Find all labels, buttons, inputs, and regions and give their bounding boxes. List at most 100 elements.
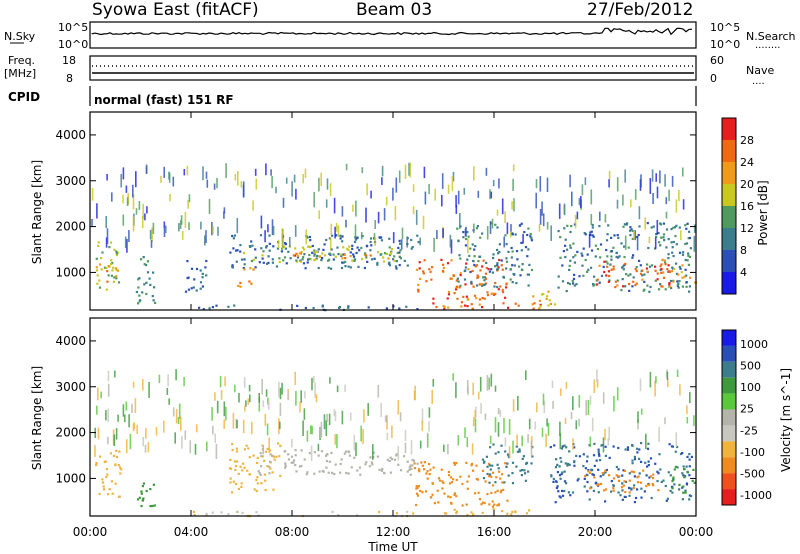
data-cell: [366, 260, 369, 263]
data-cell: [387, 257, 390, 260]
data-cell: [662, 479, 665, 482]
power-ylabel: Slant Range [km]: [30, 160, 44, 264]
data-cell: [568, 463, 571, 466]
data-cell: [635, 282, 638, 285]
data-cell: [277, 239, 280, 249]
data-cell: [302, 420, 304, 437]
data-cell: [610, 490, 613, 493]
data-cell: [639, 481, 643, 484]
data-cell: [168, 172, 171, 183]
data-cell: [272, 488, 275, 491]
data-cell: [202, 166, 204, 181]
data-cell: [455, 205, 458, 214]
data-cell: [512, 164, 515, 172]
data-cell: [656, 186, 659, 199]
data-cell: [311, 425, 313, 435]
data-cell: [648, 290, 651, 293]
data-cell: [432, 378, 435, 387]
data-cell: [589, 395, 592, 405]
data-cell: [292, 461, 295, 464]
data-cell: [685, 285, 688, 288]
data-cell: [530, 462, 533, 465]
data-cell: [419, 277, 422, 280]
data-cell: [488, 270, 491, 273]
data-cell: [528, 418, 531, 430]
data-cell: [460, 301, 463, 304]
data-cell: [294, 378, 297, 386]
data-cell: [392, 232, 395, 244]
data-cell: [520, 474, 523, 477]
data-cell: [145, 292, 148, 296]
data-cell: [618, 255, 621, 258]
data-cell: [629, 234, 632, 237]
data-cell: [417, 288, 420, 291]
data-cell: [497, 503, 500, 506]
data-cell: [629, 273, 632, 276]
data-cell: [353, 456, 356, 459]
data-cell: [553, 303, 557, 306]
data-cell: [311, 377, 313, 391]
data-cell: [225, 163, 227, 178]
data-cell: [420, 461, 423, 464]
data-cell: [688, 474, 691, 477]
data-cell: [478, 498, 482, 501]
data-cell: [270, 169, 272, 176]
data-cell: [195, 289, 198, 292]
data-cell: [367, 306, 370, 309]
data-cell: [340, 253, 343, 256]
data-cell: [691, 479, 694, 482]
data-cell: [115, 268, 118, 271]
data-cell: [385, 196, 388, 206]
data-cell: [105, 288, 108, 291]
data-cell: [543, 400, 546, 414]
colorbar-tick: -25: [740, 424, 758, 437]
data-cell: [620, 242, 623, 245]
data-cell: [593, 379, 596, 394]
data-cell: [406, 470, 409, 473]
data-cell: [343, 452, 346, 455]
data-cell: [548, 299, 551, 302]
data-cell: [640, 174, 642, 188]
data-cell: [456, 297, 459, 300]
data-cell: [688, 285, 691, 288]
data-cell: [298, 465, 302, 468]
data-cell: [683, 476, 686, 479]
data-cell: [593, 275, 596, 278]
data-cell: [604, 445, 607, 448]
x-tick-label: 08:00: [275, 525, 310, 539]
data-cell: [373, 233, 376, 241]
data-cell: [583, 232, 586, 235]
data-cell: [542, 293, 545, 296]
data-cell: [217, 226, 219, 236]
data-cell: [472, 513, 475, 516]
data-cell: [561, 471, 564, 474]
data-cell: [447, 184, 450, 194]
colorbar-swatch: [722, 441, 736, 458]
data-cell: [527, 284, 530, 287]
data-cell: [417, 485, 420, 488]
data-cell: [681, 276, 684, 279]
data-cell: [659, 244, 662, 247]
data-cell: [449, 277, 452, 280]
data-cell: [388, 261, 391, 264]
data-cell: [612, 246, 615, 249]
data-cell: [589, 231, 592, 234]
data-cell: [450, 259, 453, 262]
data-cell: [149, 229, 152, 240]
data-cell: [476, 284, 479, 287]
data-cell: [315, 394, 318, 403]
data-cell: [155, 426, 158, 436]
data-cell: [264, 414, 267, 426]
data-cell: [132, 194, 135, 210]
data-cell: [245, 400, 247, 407]
data-cell: [489, 446, 492, 449]
data-cell: [597, 450, 600, 454]
data-cell: [264, 488, 267, 492]
data-cell: [648, 265, 652, 268]
data-cell: [443, 492, 446, 495]
data-cell: [312, 306, 315, 310]
data-cell: [456, 285, 459, 288]
data-cell: [416, 494, 420, 497]
data-cell: [458, 286, 461, 289]
data-cell: [481, 296, 484, 300]
